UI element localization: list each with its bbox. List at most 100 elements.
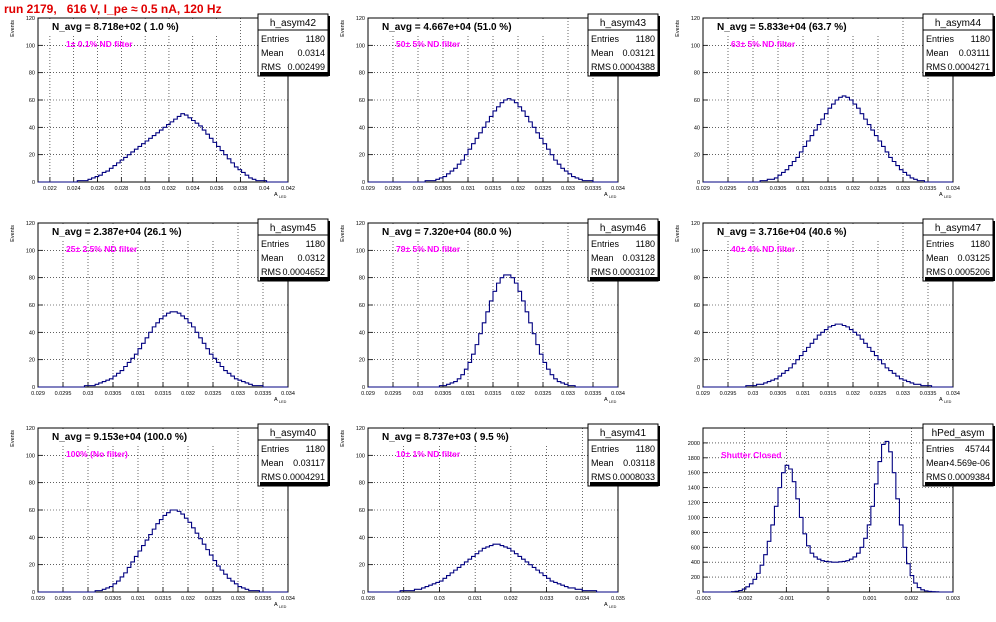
x-tick-label: 0.031 — [131, 596, 145, 602]
y-tick-label: 100 — [356, 248, 365, 254]
stats-shadow-bottom — [590, 277, 660, 281]
histogram-pad-h_asym45: 0 20 40 60 80 100 120 0.029 0.0295 0.03 0.0305 0.03… — [10, 218, 330, 404]
x-tick-label: 0.002 — [904, 596, 918, 602]
navg-box — [369, 224, 554, 239]
stats-value: 0.0312 — [297, 253, 325, 263]
stats-shadow-bottom — [925, 482, 995, 486]
x-tick-label: 0.029 — [361, 186, 375, 192]
x-tick-label: 0.031 — [796, 391, 810, 397]
x-tick-label: 0.032 — [846, 391, 860, 397]
y-axis-label: Events — [675, 20, 681, 37]
y-tick-label: 0 — [362, 180, 365, 186]
x-axis-label: A — [274, 602, 278, 608]
histogram-pad-h_asym41: 0 20 40 60 80 100 120 0.028 0.029 0.03 0.031 0.032 0… — [340, 423, 660, 609]
filter-note: 25± 2.5% ND filter — [66, 244, 138, 254]
stats-frame — [257, 218, 329, 282]
y-tick-label: 60 — [359, 303, 365, 309]
y-tick-label: 120 — [356, 16, 365, 22]
x-tick-label: 0.032 — [511, 391, 525, 397]
x-tick-label: 0.0315 — [155, 391, 172, 397]
stats-value: 0.0004271 — [947, 62, 990, 72]
stats-value: 1180 — [971, 239, 990, 249]
y-tick-label: 2000 — [688, 441, 700, 447]
y-tick-label: 80 — [694, 71, 700, 77]
stats-key: Mean — [261, 253, 284, 263]
y-tick-label: 60 — [694, 303, 700, 309]
stats-title: h_asym43 — [600, 18, 647, 29]
x-tick-label: 0.0315 — [155, 596, 172, 602]
y-tick-label: 1400 — [688, 486, 700, 492]
stats-key: RMS — [591, 62, 611, 72]
stats-key: Entries — [591, 239, 620, 249]
stats-key: RMS — [261, 267, 281, 277]
stats-value: 0.03118 — [623, 458, 655, 468]
y-tick-label: 120 — [691, 221, 700, 227]
y-tick-label: 80 — [359, 276, 365, 282]
y-tick-label: 60 — [694, 98, 700, 104]
filter-note: 100% (No filter) — [66, 449, 128, 459]
stats-key: RMS — [926, 472, 946, 482]
x-tick-label: 0.032 — [504, 596, 518, 602]
stats-frame — [587, 13, 659, 77]
stats-shadow-bottom — [590, 482, 660, 486]
x-tick-label: 0.0335 — [920, 391, 937, 397]
y-tick-label: 40 — [29, 330, 35, 336]
stats-title: h_asym44 — [935, 18, 982, 29]
y-axis-label: Events — [675, 225, 681, 242]
navg-box — [704, 19, 889, 34]
stats-value: 0.0004388 — [612, 62, 655, 72]
stats-value: 45744 — [965, 444, 990, 454]
stats-shadow-right — [658, 16, 660, 76]
y-tick-label: 20 — [359, 563, 365, 569]
stats-shadow-right — [658, 426, 660, 486]
x-tick-label: 0.0295 — [55, 391, 72, 397]
histogram-line — [368, 274, 618, 388]
navg-box — [39, 19, 224, 34]
x-tick-label: 0.042 — [281, 186, 295, 192]
stats-key: Entries — [261, 444, 290, 454]
x-tick-label: 0.0305 — [770, 391, 787, 397]
y-tick-label: 80 — [29, 481, 35, 487]
stats-key: Entries — [926, 444, 955, 454]
stats-title: h_asym40 — [270, 428, 317, 439]
x-tick-label: 0.036 — [210, 186, 224, 192]
stats-title: h_asym45 — [270, 223, 317, 234]
x-tick-label: 0.03 — [83, 596, 94, 602]
navg-label: N_avg = 9.153e+04 (100.0 %) — [52, 432, 187, 443]
y-tick-label: 0 — [697, 180, 700, 186]
y-tick-label: 20 — [359, 358, 365, 364]
histogram-line — [368, 98, 618, 183]
y-tick-label: 0 — [362, 385, 365, 391]
filter-note: 40± 4% ND filter — [731, 244, 796, 254]
x-axis-label: A — [274, 192, 278, 198]
stats-key: RMS — [591, 472, 611, 482]
x-tick-label: 0.034 — [186, 186, 200, 192]
navg-label: N_avg = 8.737e+03 ( 9.5 %) — [382, 432, 509, 443]
y-tick-label: 100 — [26, 453, 35, 459]
y-tick-label: 40 — [29, 125, 35, 131]
y-tick-label: 120 — [26, 221, 35, 227]
y-tick-label: 100 — [26, 248, 35, 254]
x-tick-label: 0.031 — [468, 596, 482, 602]
x-tick-label: 0.034 — [575, 596, 589, 602]
y-tick-label: 120 — [691, 16, 700, 22]
x-tick-label: 0.029 — [31, 391, 45, 397]
x-tick-label: 0.038 — [233, 186, 247, 192]
x-tick-label: 0.029 — [397, 596, 411, 602]
navg-label: N_avg = 4.667e+04 (51.0 %) — [382, 22, 512, 33]
x-tick-label: 0.0325 — [535, 391, 552, 397]
x-tick-label: 0.032 — [162, 186, 176, 192]
navg-label: N_avg = 8.718e+02 ( 1.0 %) — [52, 22, 179, 33]
y-tick-label: 0 — [362, 590, 365, 596]
y-tick-label: 20 — [29, 358, 35, 364]
navg-box — [369, 19, 554, 34]
x-axis-label-sub: LED — [944, 400, 952, 404]
histogram-line — [703, 95, 953, 183]
x-tick-label: 0.029 — [31, 596, 45, 602]
x-tick-label: 0.0295 — [55, 596, 72, 602]
stats-value: 1180 — [636, 34, 655, 44]
x-tick-label: 0.034 — [946, 186, 960, 192]
filter-note: Shutter Closed — [721, 450, 781, 460]
y-tick-label: 40 — [359, 330, 365, 336]
